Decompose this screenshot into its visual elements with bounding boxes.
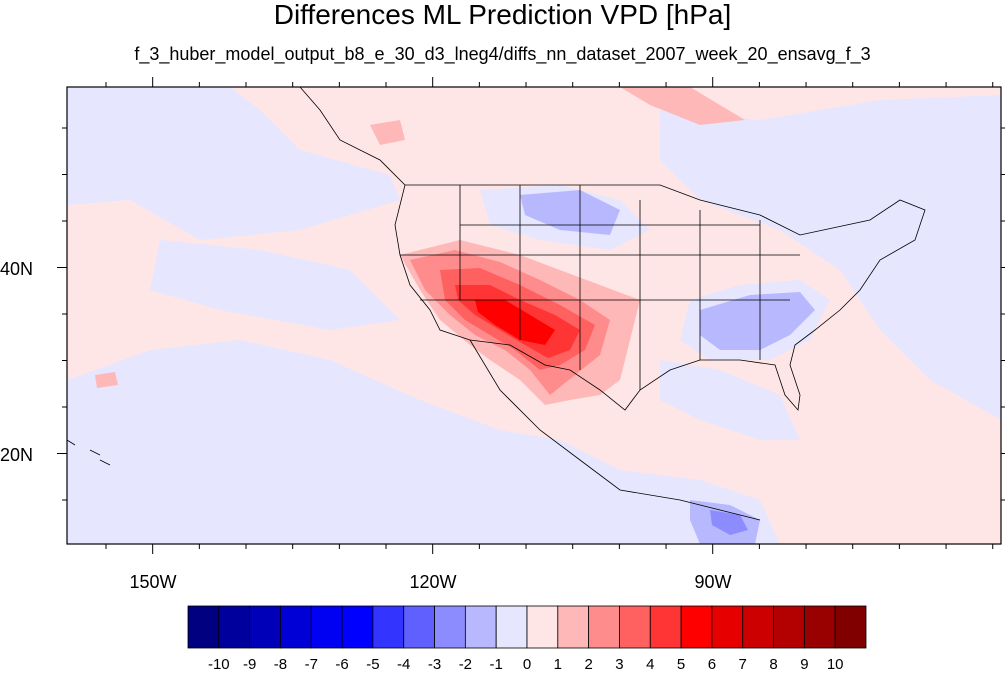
hawaii-islands <box>66 439 111 466</box>
colorbar-swatch <box>372 605 405 649</box>
colorbar-swatch <box>680 605 713 649</box>
colorbar-swatch <box>495 605 528 649</box>
field-positive-north-pacific-1 <box>620 87 745 125</box>
lon-label-150w: 150W <box>129 572 177 592</box>
colorbar-swatch <box>526 605 559 649</box>
colorbar-tick-label: 0 <box>522 656 532 673</box>
colorbar-swatch <box>803 605 836 649</box>
lon-label-90w: 90W <box>694 572 732 592</box>
colorbar-tick-label: -4 <box>397 656 411 673</box>
colorbar-swatch <box>218 605 251 649</box>
colorbar-tick-label: -9 <box>242 656 257 673</box>
colorbar-swatch <box>588 605 620 649</box>
colorbar-swatch <box>403 605 435 649</box>
colorbar-swatch <box>434 605 466 649</box>
colorbar-tick-label: 4 <box>646 656 655 673</box>
colorbar-tick-label: -8 <box>273 656 288 673</box>
lat-label-20n: 20N <box>0 445 34 465</box>
colorbar-tick-label: 5 <box>676 656 686 673</box>
lat-label-40n: 40N <box>0 259 34 279</box>
colorbar-tick-label: 7 <box>738 656 747 673</box>
colorbar-tick-label: -1 <box>489 656 503 673</box>
colorbar-swatch <box>742 605 774 649</box>
plot-frame <box>66 86 1002 545</box>
colorbar-tick-label: 8 <box>769 656 778 673</box>
field-negative-east-atlantic <box>660 95 1001 420</box>
field-positive-hawaii-north <box>95 372 118 388</box>
colorbar <box>187 605 867 649</box>
field-negative-southeast-core <box>700 292 815 350</box>
field-negative-pacific-south <box>67 340 780 544</box>
colorbar-tick-label: 1 <box>553 656 562 673</box>
colorbar-swatch <box>711 605 744 649</box>
colorbar-swatch <box>310 605 343 649</box>
colorbar-swatch <box>773 605 805 649</box>
field-negative-pacific-mid <box>150 240 400 330</box>
colorbar-tick-label: -10 <box>207 656 230 673</box>
colorbar-tick-label: 6 <box>707 656 717 673</box>
colorbar-tick-label: 3 <box>615 656 624 673</box>
map-subtitle: f_3_huber_model_output_b8_e_30_d3_lneg4/… <box>134 44 871 64</box>
canada-coast <box>299 86 406 186</box>
lon-label-120w: 120W <box>409 572 457 592</box>
colorbar-swatch <box>649 605 682 649</box>
colorbar-swatch <box>834 605 867 649</box>
colorbar-tick-label: 10 <box>826 656 844 673</box>
state-border-lines <box>400 185 800 390</box>
colorbar-tick-label: -6 <box>335 656 349 673</box>
colorbar-swatch <box>341 605 374 649</box>
mexico-coast <box>469 339 761 521</box>
field-negative-northwest <box>67 87 400 240</box>
us-outline <box>394 184 926 411</box>
colorbar-swatch <box>464 605 497 649</box>
colorbar-tick-label: -5 <box>366 656 380 673</box>
coastlines-and-borders <box>66 86 926 521</box>
field-positive-southwest-core <box>475 300 555 345</box>
colorbar-swatch <box>557 605 590 649</box>
colorbar-tick-label: 2 <box>584 656 593 673</box>
colorbar-swatch <box>187 605 220 649</box>
colorbar-tick-label: -3 <box>427 656 442 673</box>
colorbar-tick-label: -2 <box>458 656 473 673</box>
field-negative-plains-core <box>520 190 620 235</box>
colorbar-swatch <box>280 605 312 649</box>
field-negative-gulf-of-mexico <box>660 360 800 440</box>
colorbar-tick-label: -7 <box>304 656 318 673</box>
axis-ticks <box>57 77 1005 554</box>
colorbar-tick-label: 9 <box>800 656 809 673</box>
field-negative-central-america-core <box>710 510 748 535</box>
map-title: Differences ML Prediction VPD [hPa] <box>273 0 732 30</box>
field-positive-north-pacific-2 <box>370 120 405 145</box>
colorbar-swatch <box>249 605 281 649</box>
colorbar-swatch <box>619 605 651 649</box>
